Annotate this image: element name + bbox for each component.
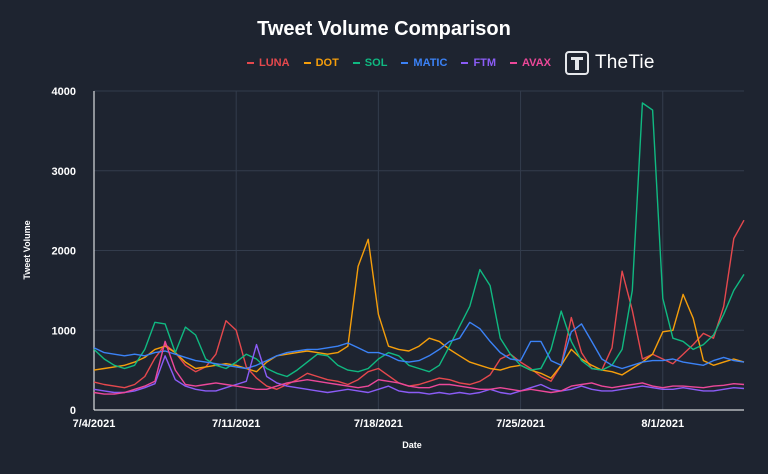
legend-item-avax[interactable]: AVAX [510, 57, 551, 69]
y-tick-label: 1000 [52, 325, 76, 337]
chart-title: Tweet Volume Comparison [257, 18, 511, 40]
legend-label: DOT [315, 57, 339, 69]
y-tick-label: 3000 [52, 166, 76, 178]
legend-swatch [401, 62, 409, 64]
x-tick-label: 7/11/2021 [212, 418, 260, 430]
legend-items: LUNA DOT SOL MATIC FTM AVAX [247, 57, 565, 69]
legend-swatch [247, 62, 254, 64]
series-line-matic [93, 321, 745, 370]
legend-label: SOL [364, 57, 388, 69]
y-tick-label: 0 [70, 405, 76, 417]
grid [93, 90, 744, 411]
brand: TheTie [564, 51, 655, 75]
series-line-ftm [93, 343, 745, 395]
thetie-logo-icon [564, 51, 589, 75]
x-axis-title: Date [402, 440, 422, 450]
series-line-sol [93, 102, 745, 378]
series-line-dot [93, 238, 745, 379]
x-tick-label: 7/18/2021 [354, 418, 403, 430]
legend-label: AVAX [522, 57, 551, 69]
legend-swatch [352, 62, 360, 64]
y-axis-ticks: 0 1000 2000 3000 4000 [52, 86, 76, 417]
legend-item-dot[interactable]: DOT [303, 57, 339, 69]
legend-item-sol[interactable]: SOL [352, 57, 388, 69]
y-axis-title: Tweet Volume [22, 220, 32, 279]
series-line-luna [93, 219, 745, 390]
series-lines [93, 102, 745, 395]
legend-swatch [303, 62, 311, 64]
series-line-avax [93, 340, 745, 395]
y-tick-label: 2000 [52, 246, 76, 258]
x-tick-label: 7/4/2021 [73, 418, 116, 430]
legend-label: LUNA [259, 57, 290, 69]
x-tick-label: 7/25/2021 [496, 418, 545, 430]
legend-item-ftm[interactable]: FTM [461, 57, 496, 69]
legend-swatch [510, 62, 518, 64]
legend-swatch [461, 62, 469, 64]
x-tick-label: 8/1/2021 [641, 418, 684, 430]
legend-label: FTM [473, 57, 497, 69]
x-axis-ticks: 7/4/2021 7/11/2021 7/18/2021 7/25/2021 8/1/2… [73, 418, 685, 430]
brand-name: TheTie [594, 52, 655, 73]
legend-item-luna[interactable]: LUNA [247, 57, 290, 69]
legend-label: MATIC [413, 57, 448, 69]
legend: LUNA DOT SOL MATIC FTM AVAX TheTie [247, 49, 655, 77]
legend-item-matic[interactable]: MATIC [401, 57, 447, 69]
y-tick-label: 4000 [52, 86, 76, 98]
